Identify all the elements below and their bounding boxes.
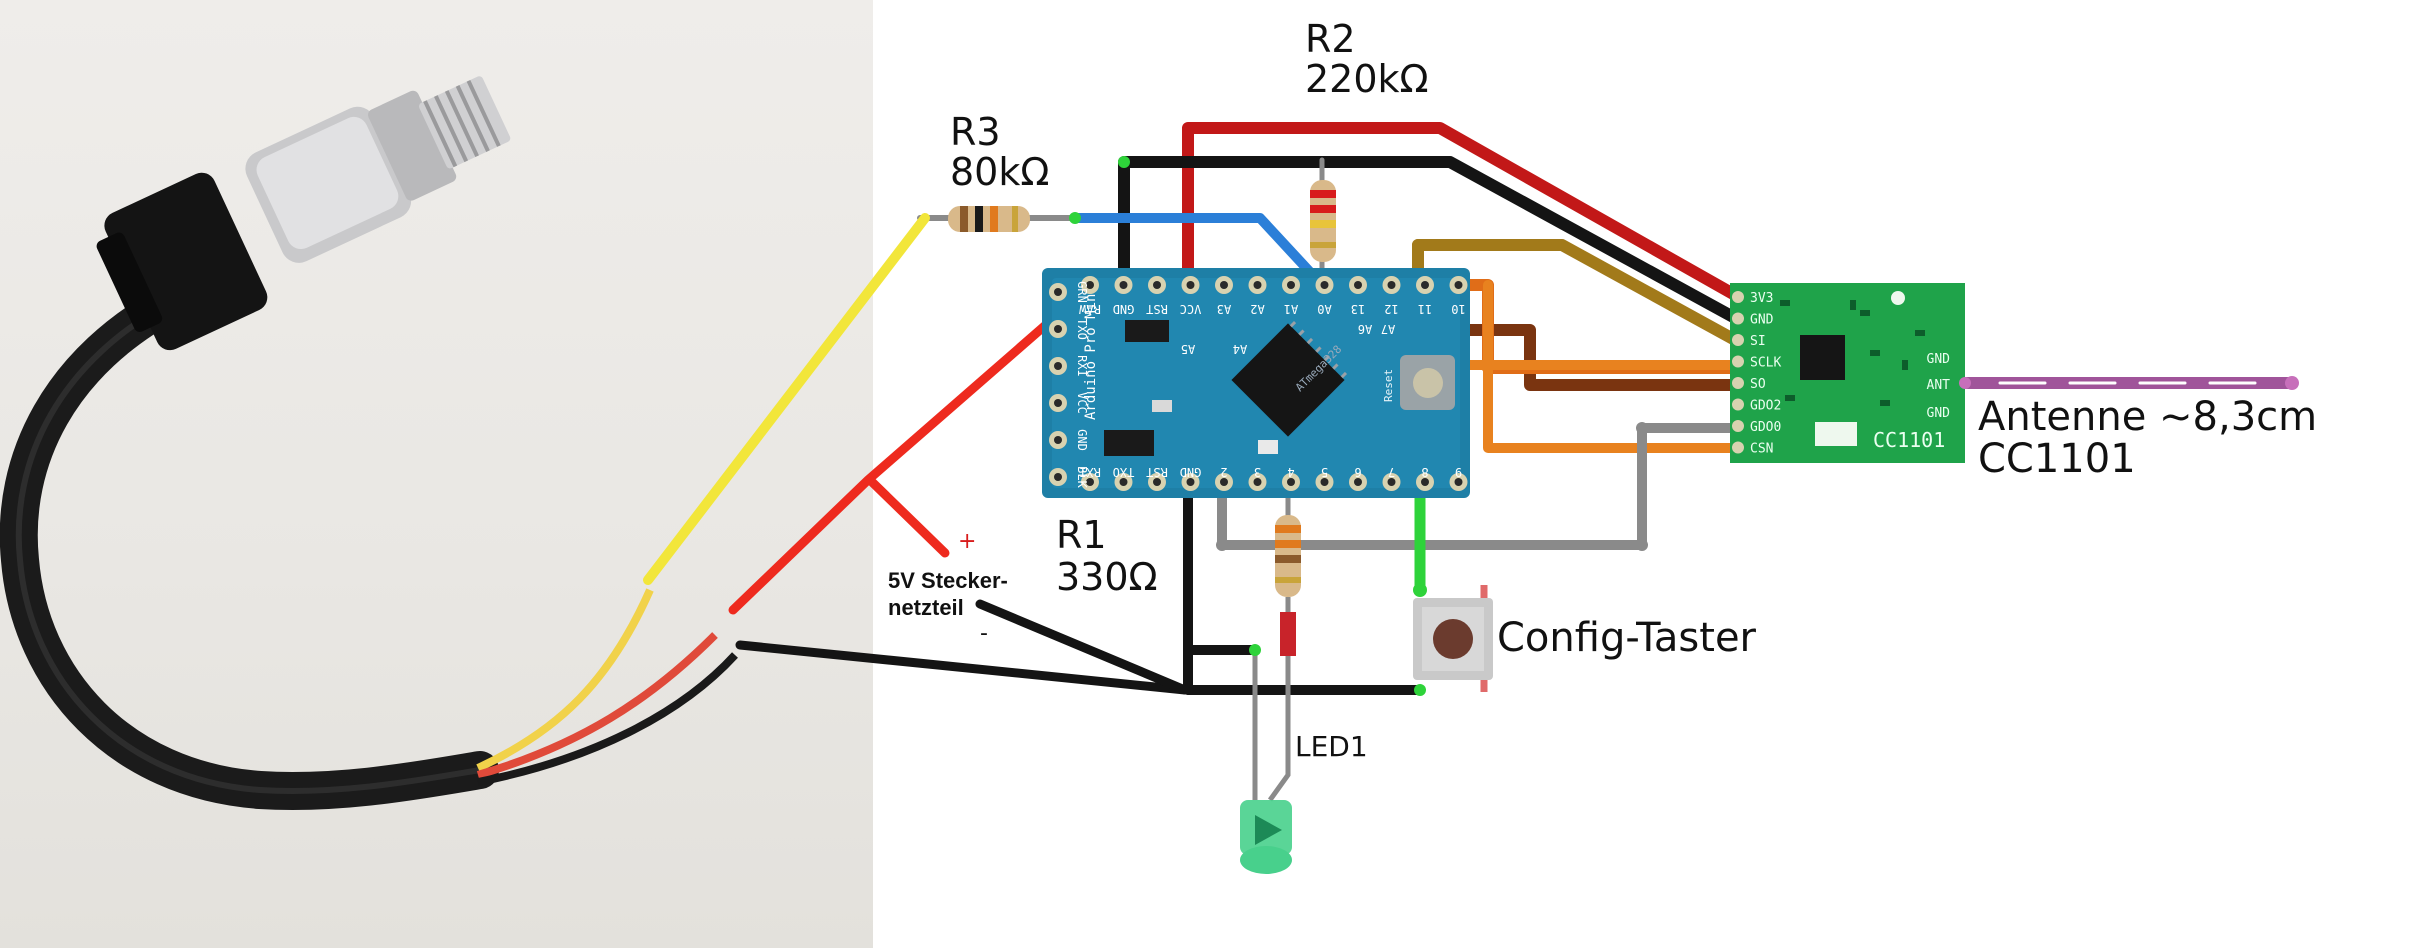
pin-label: CSN xyxy=(1750,442,1773,457)
r2-name: R2 xyxy=(1305,17,1356,61)
pin-label: 2 xyxy=(1220,465,1227,479)
resistor-r1 xyxy=(1275,515,1301,597)
pin-label: 5 xyxy=(1321,465,1328,479)
arduino-pro-mini: ATmega328 Reset Arduino Pro Mini RAW GND R… xyxy=(1042,268,1470,498)
pin-label: GND xyxy=(1927,406,1951,421)
config-button[interactable] xyxy=(1413,583,1493,696)
pin-label: 3V3 xyxy=(1750,291,1773,306)
psu-label-line2: netzteil xyxy=(888,595,964,620)
cc1101-silkscreen: CC1101 xyxy=(1873,428,1945,452)
pin-label: 4 xyxy=(1287,465,1294,479)
psu-minus-sign: - xyxy=(980,621,988,646)
pin-label: SO xyxy=(1750,377,1766,392)
pin-label: SI xyxy=(1750,334,1766,349)
wire-ground-psu xyxy=(740,645,1185,690)
led1 xyxy=(1240,644,1292,874)
pin-label: GND xyxy=(1180,465,1202,479)
pin-label: 9 xyxy=(1455,465,1462,479)
psu-plus-sign: + xyxy=(958,529,976,554)
pin-label: 7 xyxy=(1388,465,1395,479)
module-pin xyxy=(1732,356,1744,368)
pin-label: A2 xyxy=(1250,302,1264,316)
cc1101-chip xyxy=(1800,335,1845,380)
pressure-sensor-image xyxy=(19,52,735,791)
wire-yellow xyxy=(648,218,925,580)
module-pin xyxy=(1732,291,1744,303)
psu-label-line1: 5V Stecker- xyxy=(888,568,1008,593)
pin-label: BLK xyxy=(1075,466,1089,488)
module-pin xyxy=(1732,399,1744,411)
pin-label: SCLK xyxy=(1750,356,1781,371)
module-pin xyxy=(1732,420,1744,432)
pin-label: VCC xyxy=(1075,392,1089,414)
wire-red-psu xyxy=(733,282,1095,610)
module-label: CC1101 xyxy=(1978,436,2136,482)
pin-label: GND xyxy=(1750,313,1774,328)
pin-label: A1 xyxy=(1284,302,1298,316)
antenna-label: Antenne ~8,3cm xyxy=(1978,394,2317,440)
pin-label: 12 xyxy=(1384,302,1398,316)
module-pin xyxy=(1732,377,1744,389)
pin-label: A3 xyxy=(1217,302,1231,316)
pin-label: GND xyxy=(1113,302,1135,316)
reset-label: Reset xyxy=(1382,369,1395,402)
pin-label: RST xyxy=(1146,465,1168,479)
pin-label: 6 xyxy=(1354,465,1361,479)
pin-label: GDO0 xyxy=(1750,420,1781,435)
pin-label: RST xyxy=(1146,302,1168,316)
led-resistor-lead xyxy=(1280,612,1296,656)
pin-label: A0 xyxy=(1317,302,1331,316)
resistor-r2 xyxy=(1310,180,1336,262)
button-label: Config-Taster xyxy=(1497,615,1757,661)
pin-label: 10 xyxy=(1451,302,1465,316)
module-pin xyxy=(1732,442,1744,454)
pin-label: TXO xyxy=(1075,318,1089,340)
pin-label: RXI xyxy=(1075,355,1089,377)
pin-label: VCC xyxy=(1180,302,1202,316)
module-pin xyxy=(1732,334,1744,346)
pin-label: 3 xyxy=(1254,465,1261,479)
cc1101-right-pins: GND ANT GND xyxy=(1927,352,1951,421)
r2-value: 220kΩ xyxy=(1305,57,1429,101)
pin-label: GND xyxy=(1075,429,1089,451)
r1-name: R1 xyxy=(1056,513,1107,557)
pin-label: GND xyxy=(1927,352,1951,367)
pin-label: A4 xyxy=(1233,342,1247,356)
module-pin xyxy=(1732,313,1744,325)
led-label: LED1 xyxy=(1295,730,1368,763)
r1-value: 330Ω xyxy=(1056,555,1158,599)
pin-label: 11 xyxy=(1418,302,1432,316)
pin-label: A6 xyxy=(1358,322,1372,336)
pin-label: 13 xyxy=(1351,302,1365,316)
resistor-r3 xyxy=(948,206,1030,232)
pin-label: A7 xyxy=(1381,322,1395,336)
pin-label: A5 xyxy=(1181,342,1195,356)
pin-label: ANT xyxy=(1927,378,1951,393)
pin-label: RAW xyxy=(1078,302,1100,316)
r3-name: R3 xyxy=(950,110,1001,154)
pin-label: 8 xyxy=(1421,465,1428,479)
pin-label: GRN xyxy=(1075,281,1089,303)
r3-value: 80kΩ xyxy=(950,150,1049,194)
pin-label: TXO xyxy=(1113,465,1135,479)
pin-label: GDO2 xyxy=(1750,399,1781,414)
